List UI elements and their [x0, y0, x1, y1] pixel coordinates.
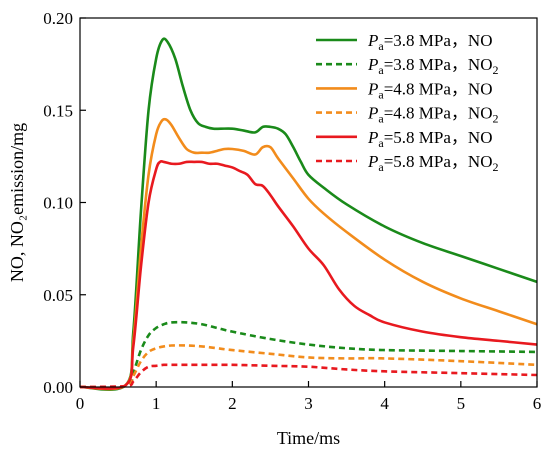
x-tick-label: 2 [228, 394, 237, 413]
series-line-5 [79, 159, 538, 390]
x-tick-label: 3 [304, 394, 313, 413]
plot-lines [79, 37, 538, 392]
x-tick-label: 0 [76, 394, 85, 413]
y-axis-label: NO, NO₂emission/mg [7, 123, 27, 282]
x-tick-label: 6 [533, 394, 542, 413]
series-line-3 [79, 117, 538, 391]
legend-entry: Pa=5.8 MPa，NO2 [367, 152, 498, 174]
x-tick-label: 4 [380, 394, 389, 413]
x-tick-label: 1 [152, 394, 161, 413]
legend-entry: Pa=4.8 MPa，NO [367, 79, 492, 101]
series-line-2 [79, 320, 538, 389]
legend-entry: Pa=4.8 MPa，NO2 [367, 104, 498, 126]
legend-entry: Pa=5.8 MPa，NO [367, 128, 492, 150]
y-tick-label: 0.05 [43, 286, 73, 305]
series-line-4 [79, 344, 538, 389]
y-tick-label: 0.15 [43, 101, 73, 120]
legend-entry: Pa=3.8 MPa，NO2 [367, 55, 498, 77]
x-tick-label: 5 [457, 394, 466, 413]
series-line-6 [79, 363, 538, 389]
y-tick-label: 0.00 [43, 378, 73, 397]
y-tick-label: 0.20 [43, 9, 73, 28]
x-axis-label: Time/ms [277, 428, 340, 448]
series-line-1 [79, 37, 538, 392]
y-tick-label: 0.10 [43, 194, 73, 213]
x-axis-ticks: 0 1 2 3 4 5 6 [76, 381, 542, 413]
legend-entry: Pa=3.8 MPa，NO [367, 31, 492, 53]
y-axis-ticks: 0.00 0.05 0.10 0.15 0.20 [43, 9, 86, 397]
